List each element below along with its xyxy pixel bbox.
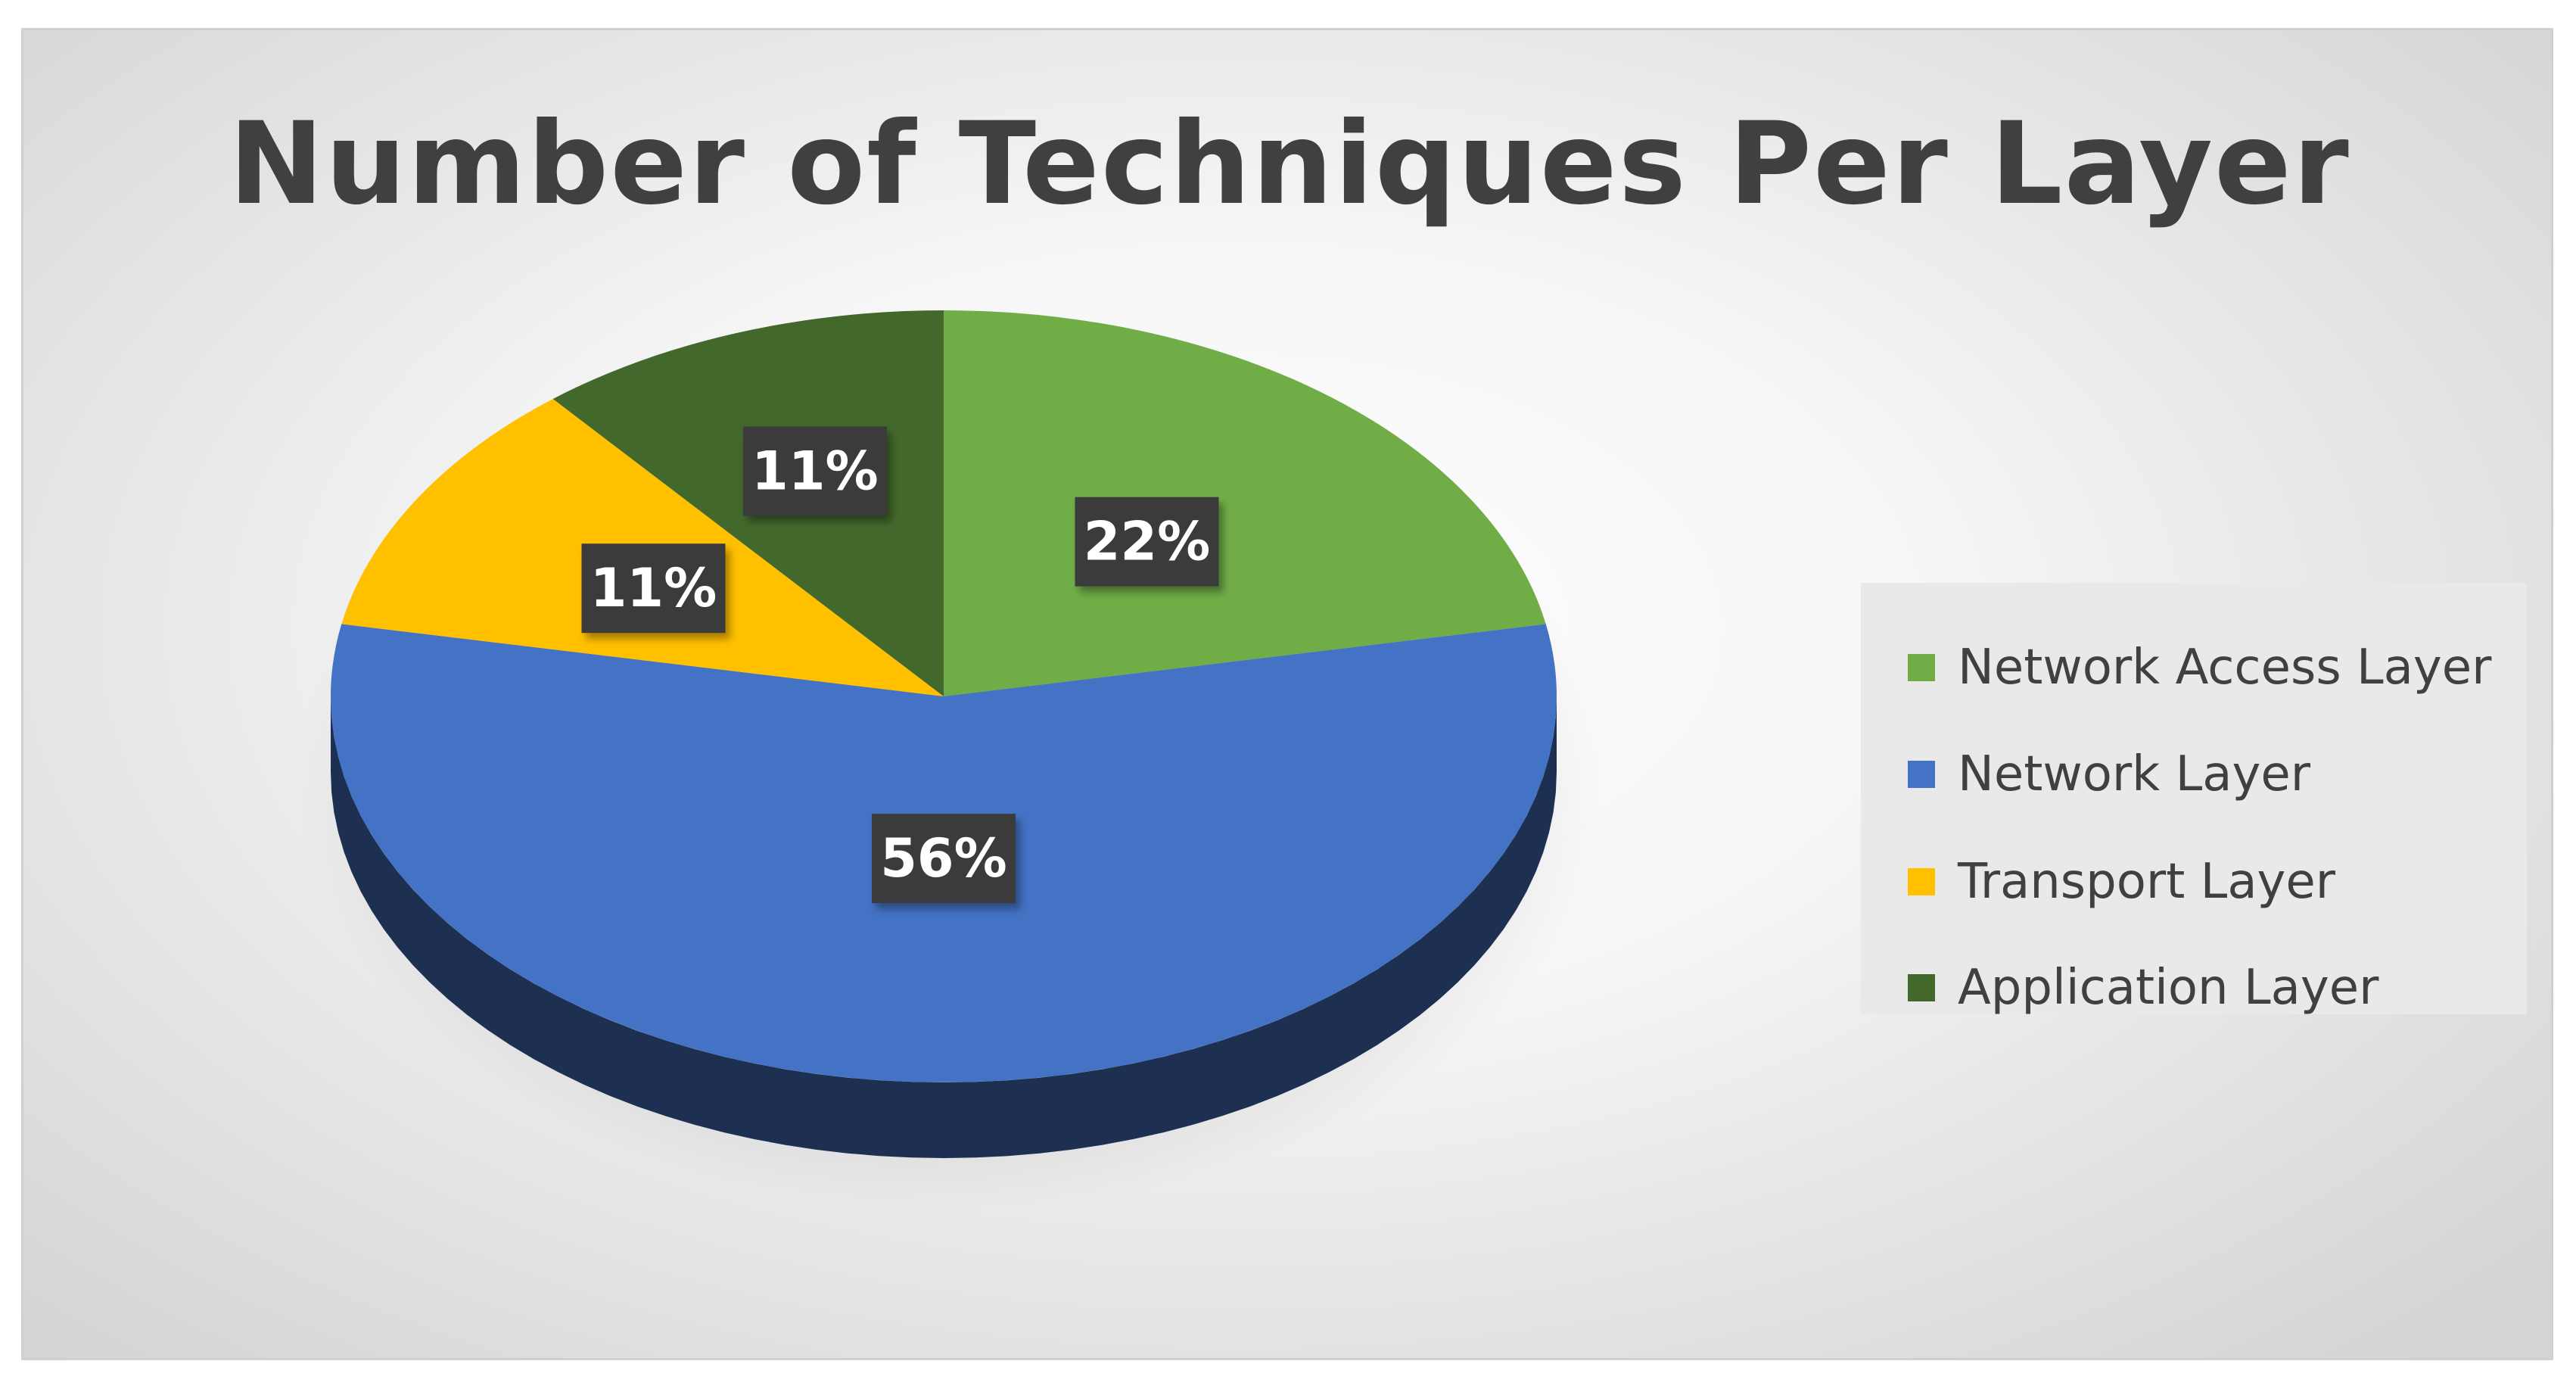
legend-label: Network Layer (1958, 746, 2310, 802)
legend-item-network-access-layer: Network Access Layer (1908, 637, 2491, 698)
data-label-3: 11% (742, 426, 887, 516)
legend-swatch (1908, 868, 1935, 895)
chart-area: Number of Techniques Per Layer 22% 56% 11%… (21, 28, 2553, 1360)
data-label-text: 11% (590, 557, 717, 619)
data-label-box (581, 543, 726, 634)
chart-title: Number of Techniques Per Layer (229, 98, 2350, 230)
legend-item-transport-layer: Transport Layer (1908, 852, 2335, 912)
legend-item-application-layer: Application Layer (1908, 958, 2378, 1018)
data-label-text: 22% (1084, 511, 1211, 573)
legend: Network Access Layer Network Layer Trans… (1861, 583, 2527, 1016)
data-label-0: 22% (1075, 497, 1219, 587)
pie-slice-0 (944, 310, 1546, 696)
data-label-box (1075, 497, 1219, 587)
data-label-2: 11% (581, 543, 726, 634)
data-label-box (872, 814, 1016, 904)
data-label-text: 11% (751, 441, 879, 503)
legend-label: Application Layer (1958, 960, 2379, 1016)
legend-swatch (1908, 654, 1935, 681)
data-label-text: 56% (880, 827, 1007, 889)
legend-swatch (1908, 761, 1935, 788)
legend-item-network-layer: Network Layer (1908, 744, 2310, 805)
legend-label: Network Access Layer (1958, 640, 2492, 696)
pie-side-1 (331, 696, 1557, 1158)
data-label-1: 56% (872, 814, 1016, 904)
data-label-box (742, 426, 887, 516)
legend-swatch (1908, 974, 1935, 1001)
pie-chart: 22% 56% 11% 11% (295, 310, 1607, 1213)
legend-label: Transport Layer (1958, 854, 2336, 910)
